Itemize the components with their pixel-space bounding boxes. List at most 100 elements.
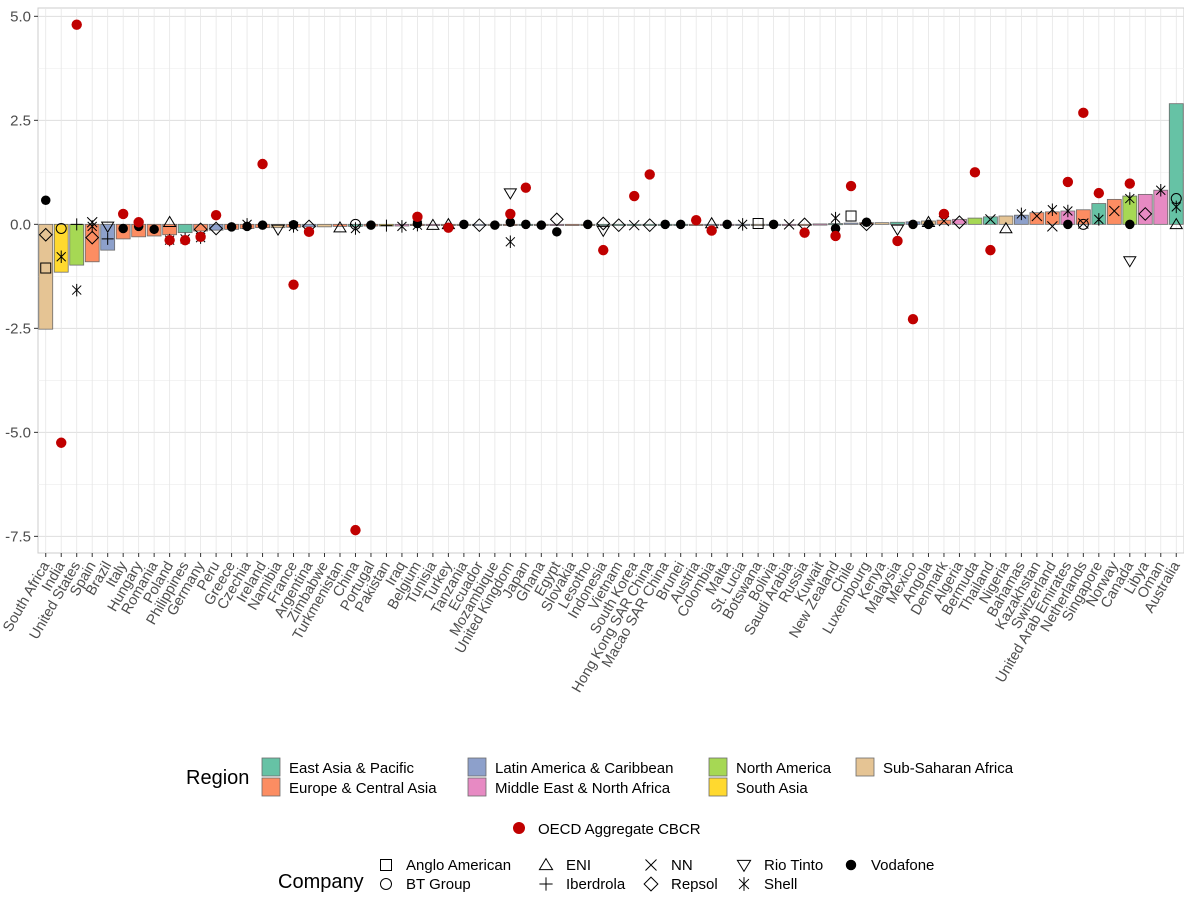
- repsol-point: [85, 230, 100, 245]
- bar-botswana: [750, 223, 766, 226]
- y-tick-label: -5.0: [5, 424, 31, 441]
- oecd-point: [644, 169, 655, 180]
- shell-point: [71, 283, 82, 297]
- y-axis: 5.0 2.5 0.0 -2.5 -5.0 -7.5: [5, 8, 38, 545]
- oecd-point: [505, 208, 516, 220]
- oecd-point: [985, 244, 996, 256]
- shell-point: [350, 222, 361, 235]
- bar-poland: [162, 223, 178, 236]
- oecd-point: [598, 244, 609, 256]
- region-label: Middle East & North Africa: [495, 780, 671, 797]
- anglo-american-point: [40, 262, 52, 274]
- shell-point: [288, 220, 299, 233]
- eni-point: [1169, 217, 1184, 230]
- oecd-point: [257, 158, 268, 170]
- bar-kazakhstan: [1029, 212, 1045, 225]
- oecd-point: [1078, 107, 1089, 119]
- oecd-point: [1093, 187, 1105, 199]
- vodafone-point: [226, 222, 237, 232]
- company-legend-marker: [738, 877, 750, 891]
- company-legend-marker: [380, 859, 392, 871]
- vodafone-point: [552, 227, 562, 237]
- y-tick-label: 2.5: [10, 112, 31, 129]
- company-legend-marker: [845, 859, 857, 871]
- oecd-point: [629, 190, 640, 202]
- region-swatch: [467, 777, 487, 797]
- bar-philippines: [177, 223, 193, 234]
- oecd-points: [56, 19, 1135, 536]
- company-legend-label: Iberdrola: [566, 876, 626, 893]
- region-label: Latin America & Caribbean: [495, 760, 673, 777]
- shell-point: [737, 218, 748, 231]
- region-label: North America: [736, 760, 832, 777]
- oecd-point: [443, 222, 454, 233]
- bar-slovakia: [564, 223, 580, 226]
- bar-united-states: [69, 223, 85, 266]
- nn-point: [1031, 210, 1043, 222]
- oecd-point: [799, 227, 810, 238]
- nn-point: [783, 218, 795, 230]
- bar-malaysia: [890, 221, 905, 225]
- company-legend: Company Anglo American BT Group ENI Iberdro…: [278, 857, 934, 893]
- vodafone-point: [366, 220, 376, 230]
- company-legend-marker: [643, 876, 659, 892]
- bar-namibia: [270, 223, 286, 229]
- company-legend-label: Vodafone: [871, 857, 934, 874]
- repsol-point: [38, 227, 53, 242]
- vodafone-point: [149, 224, 159, 235]
- company-legend-marker: [380, 878, 392, 890]
- oecd-point: [520, 182, 532, 193]
- bar-india: [53, 223, 69, 273]
- vodafone-point: [660, 219, 670, 230]
- y-tick-label: 0.0: [10, 216, 31, 233]
- vodafone-point: [861, 217, 872, 228]
- oecd-point: [71, 19, 82, 30]
- oecd-point: [706, 225, 717, 236]
- vodafone-point: [1063, 219, 1073, 230]
- repsol-point: [952, 215, 967, 230]
- region-swatch: [261, 777, 281, 797]
- oecd-point: [117, 208, 129, 220]
- vodafone-point: [521, 219, 531, 230]
- bar-germany: [193, 223, 208, 232]
- shell-point: [397, 220, 407, 233]
- shell-point: [1124, 192, 1135, 205]
- region-swatch: [708, 757, 728, 777]
- oecd-point: [303, 226, 315, 238]
- region-swatch: [261, 757, 281, 777]
- bar-bermuda: [967, 217, 983, 225]
- vodafone-point: [830, 223, 841, 234]
- bar-australia: [1168, 103, 1184, 225]
- vodafone-point: [908, 219, 918, 230]
- oecd-point: [690, 214, 702, 226]
- repsol-point: [472, 218, 487, 233]
- bt-group-point: [349, 218, 361, 230]
- region-legend-title: Region: [186, 767, 249, 789]
- bt-group-point: [1077, 218, 1089, 230]
- vodafone-point: [536, 220, 547, 230]
- company-legend-title: Company: [278, 871, 364, 893]
- nn-point: [1108, 205, 1120, 217]
- shell-point: [1155, 183, 1166, 197]
- shell-point: [56, 250, 67, 264]
- bt-group-point: [1170, 193, 1182, 205]
- oecd-point: [288, 279, 299, 290]
- repsol-point: [596, 216, 611, 231]
- bar-norway: [1106, 198, 1122, 225]
- vodafone-point: [675, 219, 686, 230]
- company-legend-label: ENI: [566, 857, 591, 874]
- vodafone-point: [722, 219, 732, 230]
- vodafone-point: [257, 220, 268, 230]
- bar-thailand: [983, 216, 998, 225]
- company-legend-marker: [539, 877, 553, 891]
- anglo-american-point: [752, 218, 764, 230]
- shell-point: [830, 211, 841, 225]
- shell-point: [1171, 200, 1182, 214]
- region-label: East Asia & Pacific: [289, 760, 415, 777]
- oecd-point: [892, 235, 903, 247]
- bar-south-africa: [38, 223, 54, 330]
- anglo-american-point: [845, 210, 857, 222]
- rio-tinto-point: [596, 225, 611, 238]
- oecd-point: [830, 230, 841, 242]
